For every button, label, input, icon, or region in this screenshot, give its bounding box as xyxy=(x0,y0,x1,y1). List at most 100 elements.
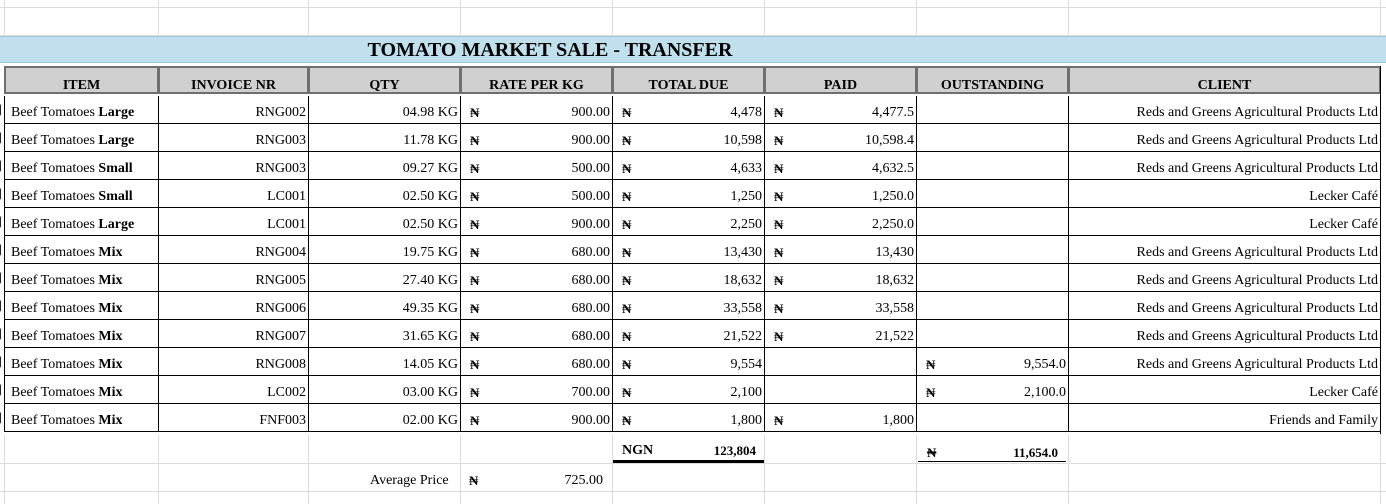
cell-outstanding[interactable] xyxy=(916,180,1069,208)
cell-client[interactable]: Reds and Greens Agricultural Products Lt… xyxy=(1068,320,1381,348)
cell-paid[interactable]: ₦ 1,250.0 xyxy=(764,180,917,208)
cell-rate[interactable]: ₦ 500.00 xyxy=(460,152,613,180)
cell-client[interactable]: Lecker Café xyxy=(1068,208,1381,236)
cell-invoice[interactable]: RNG003 xyxy=(158,152,309,180)
cell-outstanding[interactable] xyxy=(916,96,1069,124)
cell-qty[interactable]: 14.05 KG xyxy=(308,348,461,376)
cell-invoice[interactable]: FNF003 xyxy=(158,404,309,432)
cell-qty[interactable]: 02.00 KG xyxy=(308,404,461,432)
cell-invoice[interactable]: RNG007 xyxy=(158,320,309,348)
column-header-rate[interactable]: RATE PER KG xyxy=(460,66,613,94)
cell-paid[interactable]: ₦ 13,430 xyxy=(764,236,917,264)
cell-invoice[interactable]: RNG002 xyxy=(158,96,309,124)
cell-rate[interactable]: ₦ 680.00 xyxy=(460,292,613,320)
cell-rate[interactable]: ₦ 700.00 xyxy=(460,376,613,404)
cell-item[interactable]: Beef Tomatoes Mix xyxy=(4,320,159,348)
cell-invoice[interactable]: RNG004 xyxy=(158,236,309,264)
cell-client[interactable]: Friends and Family xyxy=(1068,404,1381,432)
cell-item[interactable]: Beef Tomatoes Large xyxy=(4,124,159,152)
cell-outstanding[interactable] xyxy=(916,208,1069,236)
cell-qty[interactable]: 02.50 KG xyxy=(308,208,461,236)
cell-rate[interactable]: ₦ 900.00 xyxy=(460,124,613,152)
cell-total-due[interactable]: ₦ 1,250 xyxy=(612,180,765,208)
cell-rate[interactable]: ₦ 680.00 xyxy=(460,236,613,264)
cell-item[interactable]: Beef Tomatoes Small xyxy=(4,180,159,208)
cell-qty[interactable]: 49.35 KG xyxy=(308,292,461,320)
cell-invoice[interactable]: LC002 xyxy=(158,376,309,404)
cell-qty[interactable]: 02.50 KG xyxy=(308,180,461,208)
cell-outstanding[interactable] xyxy=(916,236,1069,264)
cell-client[interactable]: Reds and Greens Agricultural Products Lt… xyxy=(1068,292,1381,320)
cell-qty[interactable]: 31.65 KG xyxy=(308,320,461,348)
cell-paid[interactable]: ₦ 18,632 xyxy=(764,264,917,292)
cell-item[interactable]: Beef Tomatoes Large xyxy=(4,96,159,124)
cell-total-due[interactable]: ₦ 4,633 xyxy=(612,152,765,180)
cell-total-due[interactable]: ₦ 1,800 xyxy=(612,404,765,432)
cell-outstanding[interactable]: ₦ 9,554.0 xyxy=(916,348,1069,376)
cell-paid[interactable]: ₦ 1,800 xyxy=(764,404,917,432)
cell-total-due[interactable]: ₦ 4,478 xyxy=(612,96,765,124)
cell-paid[interactable] xyxy=(764,376,917,404)
cell-client[interactable]: Reds and Greens Agricultural Products Lt… xyxy=(1068,264,1381,292)
cell-total-due[interactable]: ₦ 21,522 xyxy=(612,320,765,348)
cell-outstanding[interactable] xyxy=(916,152,1069,180)
column-header-paid[interactable]: PAID xyxy=(764,66,917,94)
cell-qty[interactable]: 04.98 KG xyxy=(308,96,461,124)
cell-outstanding[interactable]: ₦ 2,100.0 xyxy=(916,376,1069,404)
cell-client[interactable]: Reds and Greens Agricultural Products Lt… xyxy=(1068,96,1381,124)
cell-client[interactable]: Lecker Café xyxy=(1068,376,1381,404)
cell-invoice[interactable]: RNG006 xyxy=(158,292,309,320)
cell-outstanding[interactable] xyxy=(916,404,1069,432)
cell-client[interactable]: Reds and Greens Agricultural Products Lt… xyxy=(1068,152,1381,180)
cell-rate[interactable]: ₦ 900.00 xyxy=(460,404,613,432)
cell-outstanding[interactable] xyxy=(916,320,1069,348)
cell-client[interactable]: Reds and Greens Agricultural Products Lt… xyxy=(1068,348,1381,376)
cell-client[interactable]: Reds and Greens Agricultural Products Lt… xyxy=(1068,124,1381,152)
cell-paid[interactable]: ₦ 4,477.5 xyxy=(764,96,917,124)
cell-outstanding[interactable] xyxy=(916,124,1069,152)
cell-paid[interactable] xyxy=(764,348,917,376)
cell-paid[interactable]: ₦ 33,558 xyxy=(764,292,917,320)
cell-qty[interactable]: 19.75 KG xyxy=(308,236,461,264)
cell-invoice[interactable]: RNG008 xyxy=(158,348,309,376)
cell-qty[interactable]: 11.78 KG xyxy=(308,124,461,152)
cell-invoice[interactable]: RNG005 xyxy=(158,264,309,292)
cell-invoice[interactable]: LC001 xyxy=(158,208,309,236)
cell-total-due[interactable]: ₦ 13,430 xyxy=(612,236,765,264)
cell-item[interactable]: Beef Tomatoes Mix xyxy=(4,376,159,404)
cell-paid[interactable]: ₦ 2,250.0 xyxy=(764,208,917,236)
cell-item[interactable]: Beef Tomatoes Mix xyxy=(4,264,159,292)
cell-item[interactable]: Beef Tomatoes Small xyxy=(4,152,159,180)
cell-rate[interactable]: ₦ 900.00 xyxy=(460,96,613,124)
cell-paid[interactable]: ₦ 4,632.5 xyxy=(764,152,917,180)
column-header-outstanding[interactable]: OUTSTANDING xyxy=(916,66,1069,94)
cell-paid[interactable]: ₦ 21,522 xyxy=(764,320,917,348)
column-header-invoice[interactable]: INVOICE NR xyxy=(158,66,309,94)
cell-total-due[interactable]: ₦ 2,100 xyxy=(612,376,765,404)
cell-total-due[interactable]: ₦ 9,554 xyxy=(612,348,765,376)
cell-client[interactable]: Lecker Café xyxy=(1068,180,1381,208)
cell-outstanding[interactable] xyxy=(916,292,1069,320)
cell-qty[interactable]: 03.00 KG xyxy=(308,376,461,404)
cell-rate[interactable]: ₦ 680.00 xyxy=(460,348,613,376)
cell-qty[interactable]: 27.40 KG xyxy=(308,264,461,292)
cell-item[interactable]: Beef Tomatoes Mix xyxy=(4,348,159,376)
cell-item[interactable]: Beef Tomatoes Mix xyxy=(4,292,159,320)
column-header-item[interactable]: ITEM xyxy=(4,66,159,94)
cell-item[interactable]: Beef Tomatoes Mix xyxy=(4,404,159,432)
cell-invoice[interactable]: LC001 xyxy=(158,180,309,208)
cell-item[interactable]: Beef Tomatoes Mix xyxy=(4,236,159,264)
cell-item[interactable]: Beef Tomatoes Large xyxy=(4,208,159,236)
cell-rate[interactable]: ₦ 900.00 xyxy=(460,208,613,236)
cell-paid[interactable]: ₦ 10,598.4 xyxy=(764,124,917,152)
cell-outstanding[interactable] xyxy=(916,264,1069,292)
column-header-client[interactable]: CLIENT xyxy=(1068,66,1381,94)
column-header-total-due[interactable]: TOTAL DUE xyxy=(612,66,765,94)
cell-rate[interactable]: ₦ 500.00 xyxy=(460,180,613,208)
cell-total-due[interactable]: ₦ 33,558 xyxy=(612,292,765,320)
cell-rate[interactable]: ₦ 680.00 xyxy=(460,320,613,348)
cell-rate[interactable]: ₦ 680.00 xyxy=(460,264,613,292)
cell-total-due[interactable]: ₦ 2,250 xyxy=(612,208,765,236)
cell-total-due[interactable]: ₦ 18,632 xyxy=(612,264,765,292)
cell-qty[interactable]: 09.27 KG xyxy=(308,152,461,180)
